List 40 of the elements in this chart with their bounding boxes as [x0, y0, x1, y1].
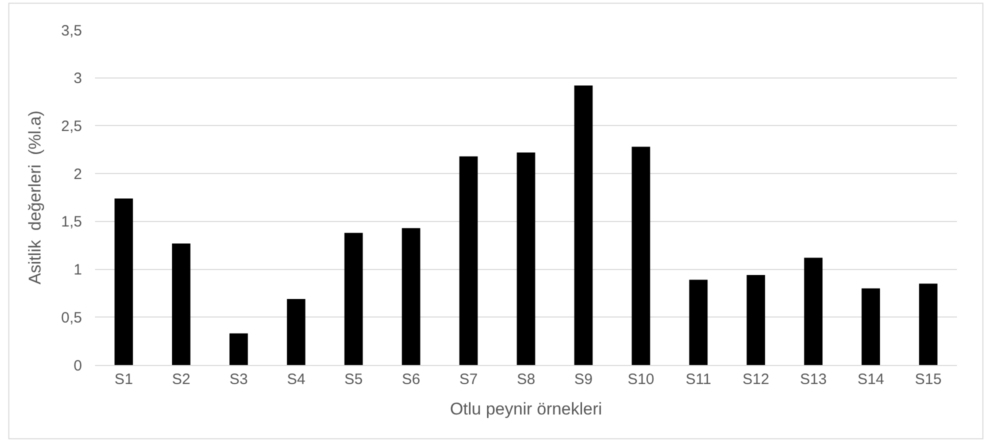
x-tick-label: S7: [459, 371, 478, 388]
x-tick-label: S13: [800, 371, 827, 388]
bar: [172, 243, 190, 365]
bar: [804, 258, 823, 365]
y-tick-label: 1,5: [61, 214, 82, 231]
y-tick-label: 2,5: [61, 118, 82, 135]
bar: [919, 284, 938, 365]
x-tick-label: S10: [628, 371, 654, 388]
x-tick-label: S5: [344, 371, 363, 388]
y-tick-label: 3: [74, 70, 82, 88]
bar: [746, 275, 766, 365]
x-tick-label: S14: [857, 371, 884, 388]
x-axis-title: Otlu peynir örnekleri: [450, 399, 602, 418]
bar: [574, 86, 593, 365]
y-axis-title: Asitlik değerleri (%l.a): [26, 110, 45, 284]
x-tick-label: S15: [914, 371, 942, 388]
y-tick-label: 3,5: [61, 22, 82, 40]
bar: [516, 152, 536, 365]
y-tick-label: 0: [74, 357, 82, 374]
bar: [862, 288, 880, 365]
bar: [286, 298, 306, 365]
bar: [344, 232, 363, 365]
bar: [689, 280, 708, 365]
bar: [632, 146, 650, 365]
x-tick-label: S3: [229, 371, 248, 388]
bar: [402, 228, 420, 365]
x-tick-label: S1: [114, 371, 133, 388]
bar: [459, 156, 478, 365]
x-tick-label: S9: [574, 371, 593, 388]
y-tick-label: 2: [74, 166, 82, 183]
x-tick-label: S6: [402, 371, 420, 388]
x-tick-label: S8: [516, 371, 536, 388]
x-tick-label: S12: [742, 371, 770, 388]
x-tick-label: S4: [286, 371, 306, 388]
y-tick-label: 0,5: [61, 309, 82, 326]
x-tick-label: S11: [686, 371, 712, 388]
bar: [229, 333, 248, 365]
x-tick-label: S2: [172, 371, 190, 388]
bar: [114, 198, 133, 365]
y-tick-label: 1: [74, 262, 82, 279]
